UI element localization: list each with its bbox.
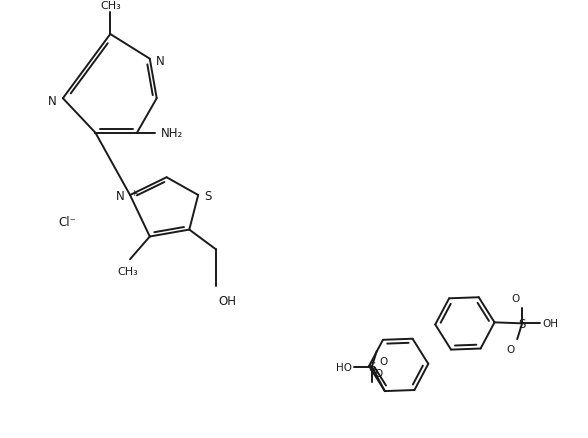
Text: N: N [156,55,165,68]
Text: S: S [519,317,526,330]
Text: +: + [131,188,138,197]
Text: CH₃: CH₃ [100,1,121,11]
Text: OH: OH [542,318,558,328]
Text: N: N [116,189,125,202]
Text: NH₂: NH₂ [161,127,183,140]
Text: O: O [380,356,388,366]
Text: O: O [375,367,383,378]
Text: Cl⁻: Cl⁻ [58,215,76,229]
Text: O: O [506,344,514,354]
Text: S: S [368,360,376,373]
Text: HO: HO [336,362,352,372]
Text: S: S [204,189,212,202]
Text: O: O [511,293,519,303]
Text: CH₃: CH₃ [118,267,138,276]
Text: N: N [48,95,57,107]
Text: OH: OH [218,294,236,307]
